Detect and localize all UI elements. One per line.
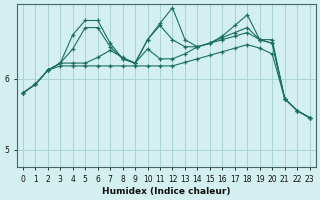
X-axis label: Humidex (Indice chaleur): Humidex (Indice chaleur) [102,187,230,196]
